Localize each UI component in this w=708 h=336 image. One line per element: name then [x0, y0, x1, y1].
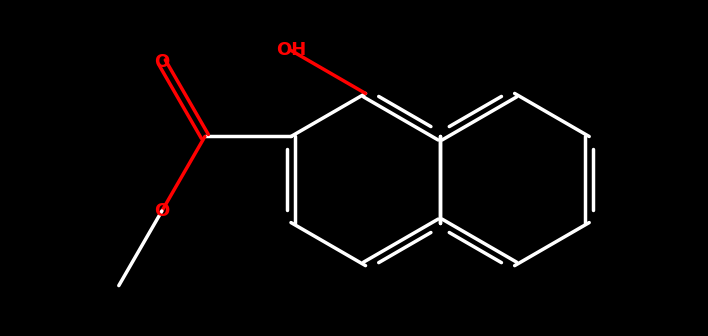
- Text: O: O: [154, 202, 169, 220]
- Text: O: O: [154, 53, 169, 71]
- Text: OH: OH: [276, 41, 306, 59]
